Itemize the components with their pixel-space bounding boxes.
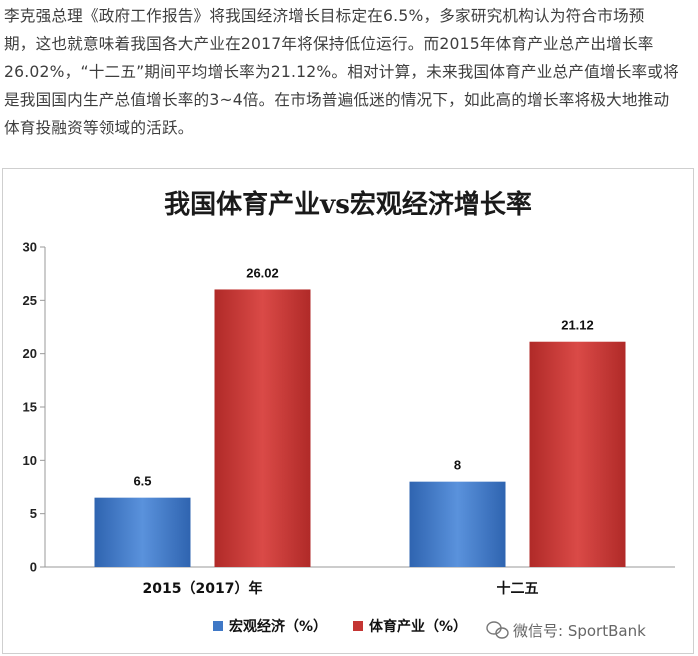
x-category-label: 十二五: [497, 580, 539, 597]
legend-label-0: 宏观经济（%）: [229, 618, 327, 635]
article-line-4: 是我国国内生产总值增长率的3~4倍。在市场普遍低迷的情况下，如此高的增长率将极大…: [4, 91, 670, 109]
bar-macro-1: [409, 481, 506, 567]
article-text: 李克强总理《政府工作报告》将我国经济增长目标定在6.5%，多家研究机构认为符合市…: [4, 2, 694, 142]
legend: 宏观经济（%） 体育产业（%）: [213, 618, 467, 635]
article-line-3: 26.02%，“十二五”期间平均增长率为21.12%。相对计算，未来我国体育产业…: [4, 63, 679, 81]
x-category-label: 2015（2017）年: [143, 580, 263, 597]
article-line-1: 李克强总理《政府工作报告》将我国经济增长目标定在6.5%，多家研究机构认为符合市…: [4, 7, 645, 25]
y-tick-label: 25: [23, 293, 37, 308]
bar-macro-0: [94, 497, 191, 567]
article-line-5: 体育投融资等领域的活跃。: [4, 119, 194, 137]
watermark: 微信号: SportBank: [486, 621, 646, 640]
y-tick-label: 20: [23, 346, 37, 361]
bar-sports-1: [529, 341, 626, 567]
data-label: 21.12: [561, 318, 594, 333]
y-tick-label: 5: [30, 506, 37, 521]
y-tick-label: 30: [23, 240, 37, 255]
legend-label-1: 体育产业（%）: [369, 618, 467, 635]
y-tick-label: 0: [30, 560, 37, 575]
chart-title: 我国体育产业vs宏观经济增长率: [164, 189, 532, 220]
chart-frame: 我国体育产业vs宏观经济增长率 0 5 10 15 20 25 30 6.5 26.02 2015…: [2, 168, 694, 654]
legend-swatch-0: [213, 621, 223, 631]
bar-sports-0: [214, 289, 311, 567]
data-label: 8: [454, 458, 461, 473]
legend-swatch-1: [353, 621, 363, 631]
plot-area: 0 5 10 15 20 25 30 6.5 26.02 2015（2017）年 8 21.12 十二五: [23, 240, 675, 597]
y-tick-label: 15: [23, 400, 37, 415]
y-tick-label: 10: [23, 453, 37, 468]
wechat-icon: [486, 621, 509, 639]
data-label: 6.5: [133, 474, 151, 489]
bar-chart: 我国体育产业vs宏观经济增长率 0 5 10 15 20 25 30 6.5 26.02 2015…: [23, 189, 675, 640]
data-label: 26.02: [246, 265, 279, 280]
watermark-text: 微信号: SportBank: [513, 622, 646, 640]
article-line-2: 期，这也就意味着我国各大产业在2017年将保持低位运行。而2015年体育产业总产…: [4, 35, 654, 53]
